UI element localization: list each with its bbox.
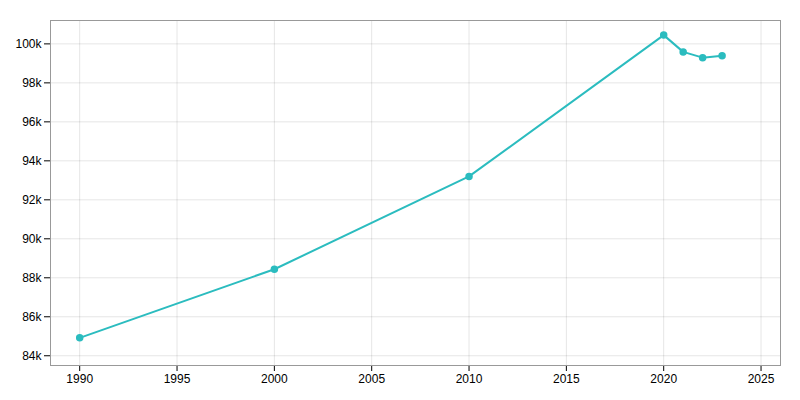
svg-text:90k: 90k [22, 232, 42, 246]
svg-text:1995: 1995 [164, 372, 191, 386]
svg-text:88k: 88k [22, 271, 42, 285]
svg-text:2025: 2025 [748, 372, 775, 386]
svg-text:1990: 1990 [66, 372, 93, 386]
svg-text:2015: 2015 [553, 372, 580, 386]
svg-text:2000: 2000 [261, 372, 288, 386]
svg-text:94k: 94k [22, 154, 42, 168]
svg-text:2020: 2020 [650, 372, 677, 386]
svg-text:86k: 86k [22, 310, 42, 324]
svg-text:98k: 98k [22, 76, 42, 90]
svg-text:2005: 2005 [358, 372, 385, 386]
svg-text:96k: 96k [22, 115, 42, 129]
svg-text:92k: 92k [22, 193, 42, 207]
svg-text:100k: 100k [15, 37, 42, 51]
svg-text:2010: 2010 [456, 372, 483, 386]
svg-text:84k: 84k [22, 349, 42, 363]
